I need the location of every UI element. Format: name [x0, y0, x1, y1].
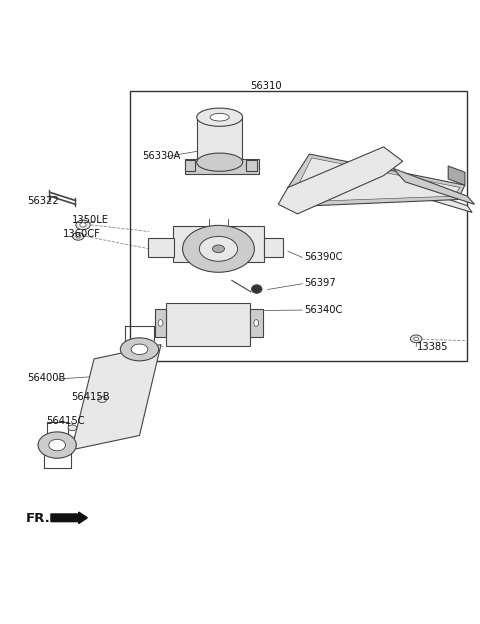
Ellipse shape [80, 223, 86, 227]
Text: 56322: 56322 [27, 196, 59, 206]
Bar [130, 91, 468, 361]
Ellipse shape [131, 344, 148, 354]
Polygon shape [72, 344, 161, 450]
Ellipse shape [76, 220, 90, 230]
Text: 56330A: 56330A [142, 152, 180, 162]
Ellipse shape [158, 319, 163, 326]
Ellipse shape [213, 245, 225, 253]
Bar [185, 160, 195, 171]
Polygon shape [295, 158, 460, 202]
Ellipse shape [410, 335, 422, 343]
Text: 56415B: 56415B [72, 392, 110, 402]
Polygon shape [400, 183, 472, 212]
Text: 13385: 13385 [417, 343, 449, 353]
Text: 1350LE: 1350LE [72, 215, 108, 225]
Text: 56397: 56397 [305, 278, 336, 288]
Bar [148, 238, 174, 258]
Ellipse shape [98, 397, 107, 402]
Polygon shape [448, 166, 465, 185]
Ellipse shape [254, 319, 259, 326]
Ellipse shape [199, 236, 238, 261]
Ellipse shape [49, 439, 66, 451]
Bar [264, 238, 283, 258]
Ellipse shape [182, 225, 254, 272]
Polygon shape [393, 168, 475, 204]
Text: 1360CF: 1360CF [63, 230, 101, 240]
Bar [156, 309, 166, 337]
Polygon shape [278, 147, 403, 214]
Polygon shape [288, 154, 465, 207]
Polygon shape [197, 118, 242, 161]
Ellipse shape [120, 338, 158, 361]
Bar [166, 303, 250, 346]
Text: 56310: 56310 [251, 81, 282, 91]
Ellipse shape [252, 285, 262, 293]
Ellipse shape [38, 432, 76, 458]
Ellipse shape [72, 233, 84, 240]
Text: 56390C: 56390C [305, 252, 343, 262]
Ellipse shape [76, 235, 81, 238]
FancyArrow shape [51, 512, 87, 524]
Ellipse shape [68, 425, 77, 431]
Text: 56400B: 56400B [27, 373, 65, 383]
Bar [250, 309, 263, 337]
Bar [173, 226, 264, 261]
Text: 56415C: 56415C [46, 416, 85, 426]
Ellipse shape [210, 114, 229, 121]
Ellipse shape [197, 108, 242, 126]
Text: FR.: FR. [25, 512, 50, 525]
Ellipse shape [414, 337, 419, 341]
Text: 56340C: 56340C [305, 305, 343, 314]
Ellipse shape [197, 153, 242, 172]
Bar [185, 159, 259, 174]
Bar [246, 160, 257, 171]
